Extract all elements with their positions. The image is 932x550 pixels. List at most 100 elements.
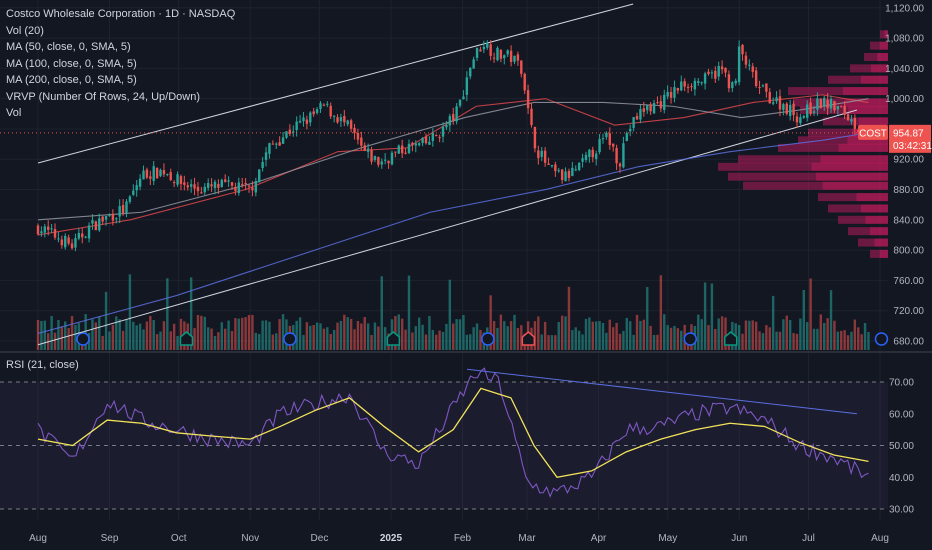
volume-bar: [663, 314, 666, 350]
volume-profile-row: [864, 53, 888, 62]
candle-body: [261, 161, 264, 169]
candle-body: [693, 80, 697, 90]
candle-body: [104, 216, 108, 220]
price-tick-label: 800.00: [893, 246, 924, 257]
volume-profile-row: [838, 215, 888, 224]
candle-body: [608, 133, 611, 145]
candle-body: [404, 152, 407, 154]
volume-bar: [356, 321, 360, 350]
volume-bar: [639, 320, 642, 350]
volume-bar: [98, 316, 101, 350]
legend-ma200[interactable]: MA (200, close, 0, SMA, 5): [6, 74, 137, 86]
candle-body: [533, 126, 537, 149]
volume-bar: [421, 324, 424, 350]
volume-bar: [829, 290, 833, 350]
rsi-lines: [37, 367, 869, 498]
volume-bar: [771, 295, 775, 350]
time-tick-label: Nov: [241, 533, 259, 544]
volume-bar: [121, 330, 125, 350]
volume-bar: [176, 335, 179, 350]
candle-body: [629, 128, 632, 132]
volume-bar: [462, 315, 465, 350]
candle-body: [237, 182, 241, 193]
candle-body: [799, 117, 802, 124]
candle-body: [445, 125, 448, 128]
candle-body: [132, 190, 135, 195]
candle-body: [475, 47, 479, 58]
volume-bar: [594, 321, 598, 350]
time-tick-label: May: [658, 533, 677, 544]
volume-bar: [271, 334, 275, 350]
candle-body: [292, 131, 295, 133]
volume-profile-row-up: [879, 41, 888, 50]
candle-body: [530, 108, 533, 126]
candle-body: [115, 218, 118, 220]
volume-bar: [40, 320, 43, 350]
legend-ma100[interactable]: MA (100, close, 0, SMA, 5): [6, 57, 137, 70]
candle-body: [407, 143, 411, 154]
candle-body: [47, 226, 50, 230]
rsi-axis[interactable]: 70.00 60.00 50.00 40.00 30.00: [889, 378, 914, 516]
volume-bar: [159, 331, 162, 350]
event-badges: [76, 331, 889, 346]
candle-body: [217, 184, 220, 188]
volume-bar: [36, 319, 40, 350]
volume-profile-row: [880, 30, 888, 39]
candle-body: [244, 182, 247, 184]
candle-body: [717, 65, 720, 77]
volume-bar: [118, 319, 121, 350]
volume-bar: [343, 314, 346, 350]
candle-body: [547, 163, 550, 165]
candle-body: [714, 70, 717, 79]
volume-bar: [115, 316, 118, 350]
volume-bars: [36, 274, 870, 350]
volume-profile-row-up: [847, 136, 888, 145]
volume-bar: [172, 323, 176, 350]
volume-profile-row: [778, 143, 888, 152]
volume-bar: [108, 331, 111, 350]
volume-bar: [863, 323, 867, 350]
candle-body: [220, 179, 223, 187]
volume-bar: [608, 319, 611, 350]
volume-bar: [788, 320, 792, 350]
chart-title[interactable]: Costco Wholesale Corporation · 1D · NASD…: [6, 8, 236, 20]
earnings-badge: [723, 331, 738, 346]
candle-body: [329, 105, 332, 117]
candle-body: [152, 166, 155, 181]
volume-bar: [656, 334, 659, 350]
candle-body: [414, 143, 417, 146]
volume-bar: [322, 328, 326, 350]
candle-body: [622, 143, 625, 168]
volume-bar: [697, 314, 700, 350]
candles: [36, 40, 870, 252]
volume-profile-row: [870, 249, 888, 258]
time-axis[interactable]: Aug Sep Oct Nov Dec 2025 Feb Mar Apr May Jun Jul Aug: [29, 533, 889, 544]
candle-body: [223, 179, 227, 182]
candle-body: [795, 116, 799, 123]
rsi-legend[interactable]: RSI (21, close): [6, 359, 79, 371]
candle-body: [472, 59, 475, 69]
candle-body: [298, 120, 302, 123]
legend-ma50[interactable]: MA (50, close, 0, SMA, 5): [6, 41, 131, 53]
volume-bar: [741, 333, 744, 350]
symbol-box: [858, 124, 888, 140]
legend-vrvp[interactable]: VRVP (Number Of Rows, 24, Up/Down): [6, 90, 200, 103]
volume-bar: [584, 318, 588, 350]
volume-profile-row: [858, 238, 888, 247]
volume-bar: [479, 329, 482, 350]
candle-body: [264, 152, 268, 160]
candle-body: [285, 131, 288, 138]
volume-bar: [591, 321, 594, 350]
price-axis[interactable]: 1,120.001,080.001,040.001,000.00960.0092…: [885, 3, 924, 347]
candle-body: [435, 135, 438, 137]
volume-profile-row-up: [820, 155, 888, 164]
legend-vol20[interactable]: Vol (20): [6, 24, 44, 37]
volume-bar: [220, 322, 223, 350]
legend-vol[interactable]: Vol: [6, 107, 22, 119]
volume-bar: [469, 334, 472, 350]
volume-bar: [475, 323, 479, 350]
volume-bar: [724, 317, 727, 350]
candle-body: [166, 174, 169, 176]
volume-bar: [435, 334, 438, 350]
